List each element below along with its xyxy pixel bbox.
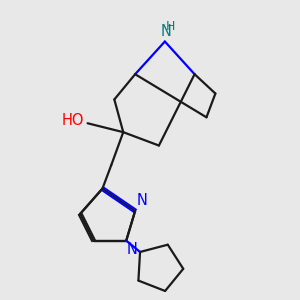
Text: N: N bbox=[136, 193, 147, 208]
Text: N: N bbox=[161, 24, 172, 39]
Text: N: N bbox=[127, 242, 138, 257]
Text: H: H bbox=[166, 20, 175, 33]
Text: HO: HO bbox=[62, 113, 85, 128]
